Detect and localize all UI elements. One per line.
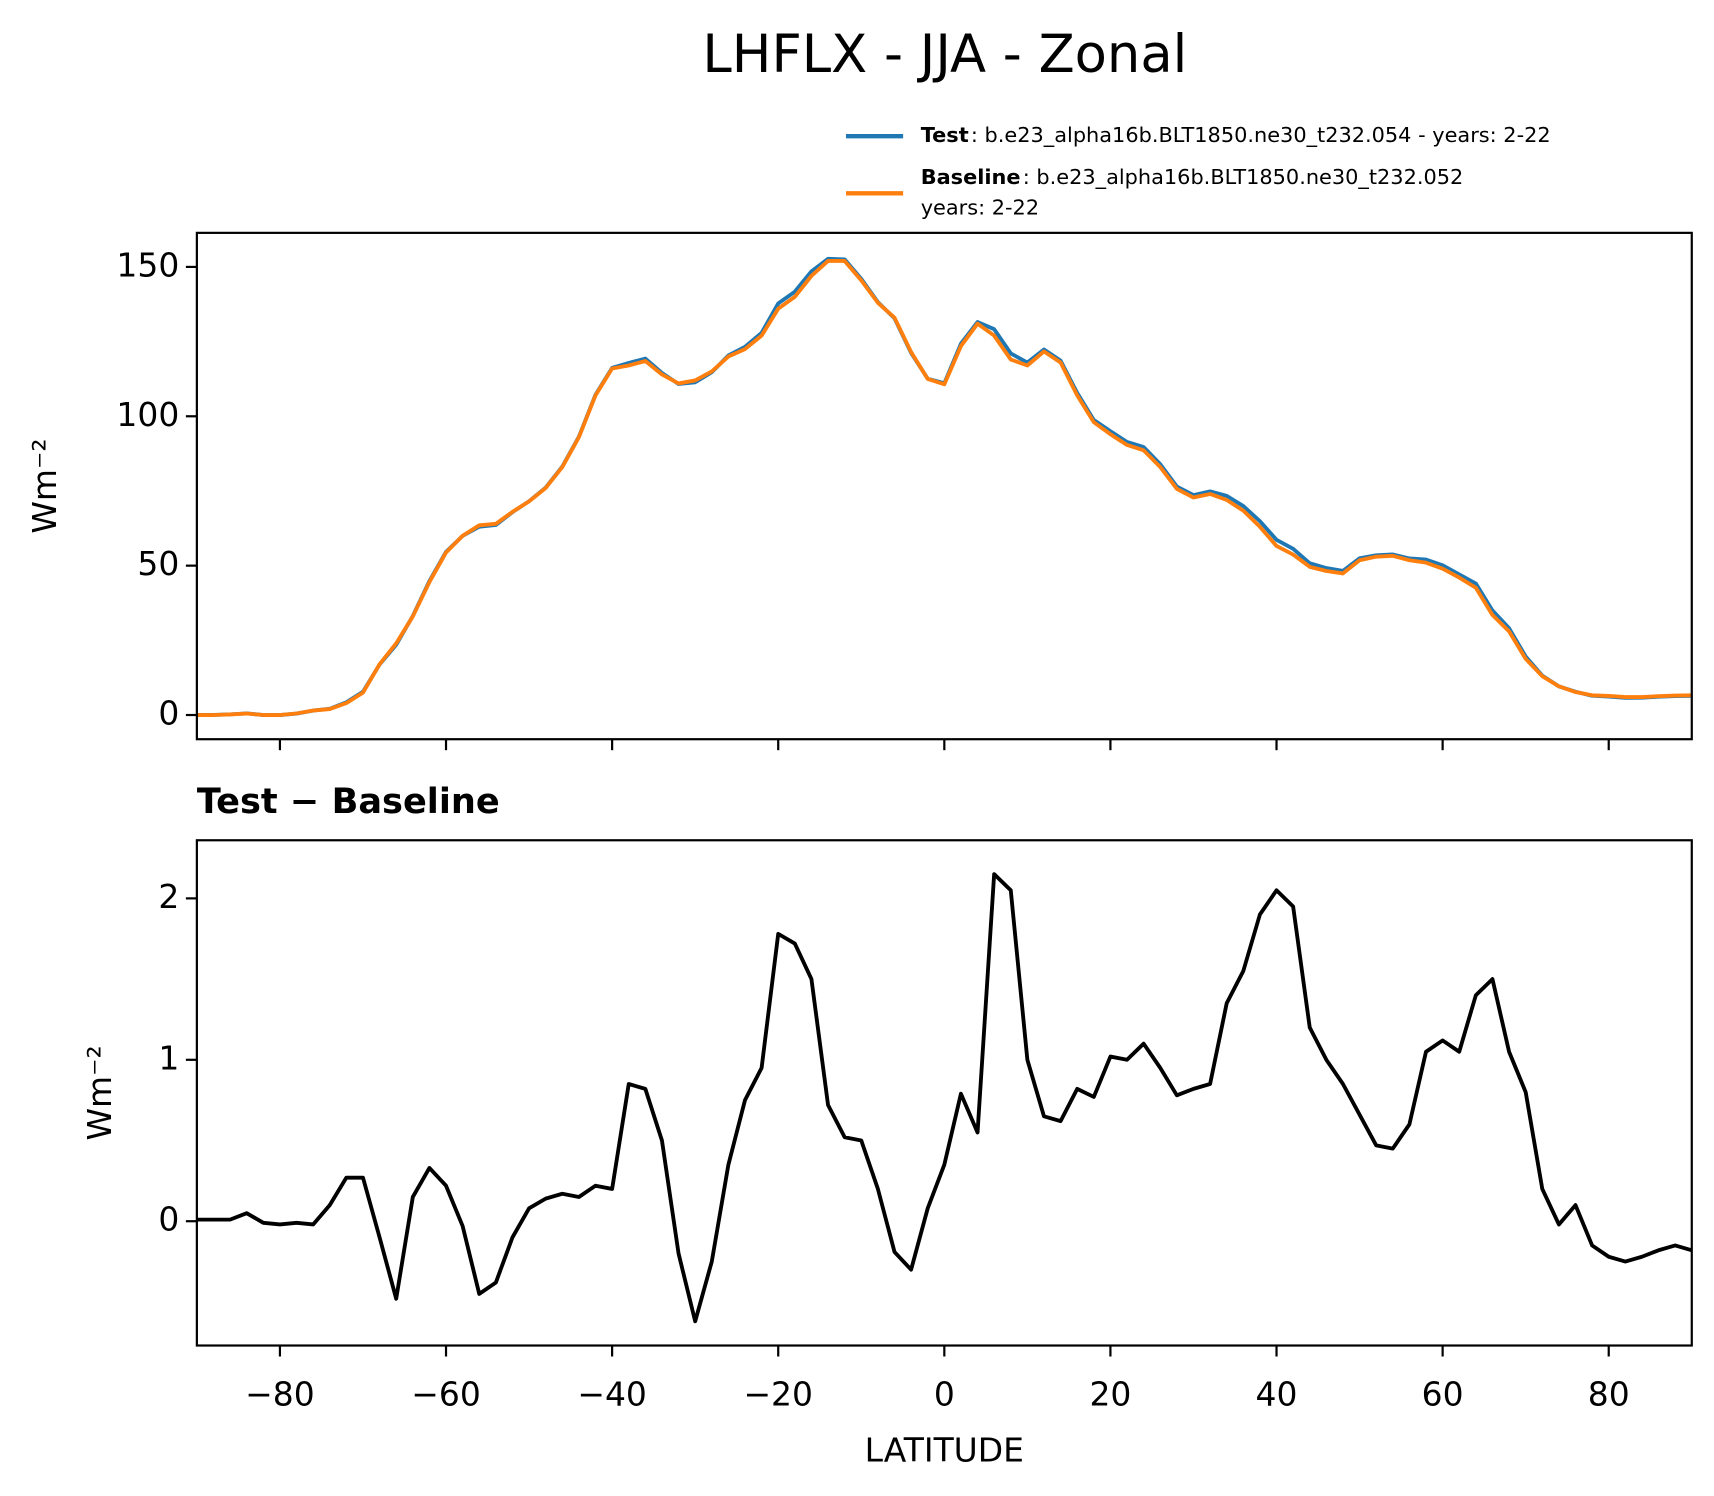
plot-frame: [195, 839, 1693, 1347]
y-tick-label: 1: [158, 1038, 179, 1077]
x-axis-label: LATITUDE: [865, 1431, 1024, 1470]
y-tick-label: 50: [137, 544, 179, 583]
data-line: [196, 259, 1692, 717]
chart-title: LHFLX - JJA - Zonal: [702, 24, 1187, 85]
legend-description: years: 2-22: [921, 196, 1039, 220]
x-tick-label: −60: [411, 1375, 481, 1414]
y-axis-label: Wm⁻²: [25, 438, 64, 533]
x-tick-label: 60: [1422, 1375, 1464, 1414]
legend-description: : b.e23_alpha16b.BLT1850.ne30_t232.052: [1023, 165, 1464, 190]
y-axis-label: Wm⁻²: [80, 1045, 119, 1140]
x-tick-label: 40: [1256, 1375, 1298, 1414]
subplot-title: Test − Baseline: [197, 781, 500, 822]
legend-description: : b.e23_alpha16b.BLT1850.ne30_t232.054 -…: [971, 123, 1551, 148]
plot-frame: [195, 231, 1693, 741]
data-line: [196, 256, 1692, 717]
y-tick-label: 150: [116, 245, 179, 284]
y-tick-label: 2: [158, 877, 179, 916]
x-tick-label: −80: [245, 1375, 315, 1414]
y-tick-label: 100: [116, 395, 179, 434]
x-tick-label: 80: [1588, 1375, 1630, 1414]
x-tick-label: −20: [743, 1375, 813, 1414]
x-tick-label: 0: [934, 1375, 955, 1414]
x-tick-label: 20: [1089, 1375, 1131, 1414]
legend-label: Test: [921, 123, 969, 147]
y-tick-label: 0: [158, 694, 179, 733]
x-tick-label: −40: [577, 1375, 647, 1414]
y-tick-label: 0: [158, 1200, 179, 1239]
legend-label: Baseline: [921, 165, 1021, 189]
data-line: [196, 872, 1692, 1324]
